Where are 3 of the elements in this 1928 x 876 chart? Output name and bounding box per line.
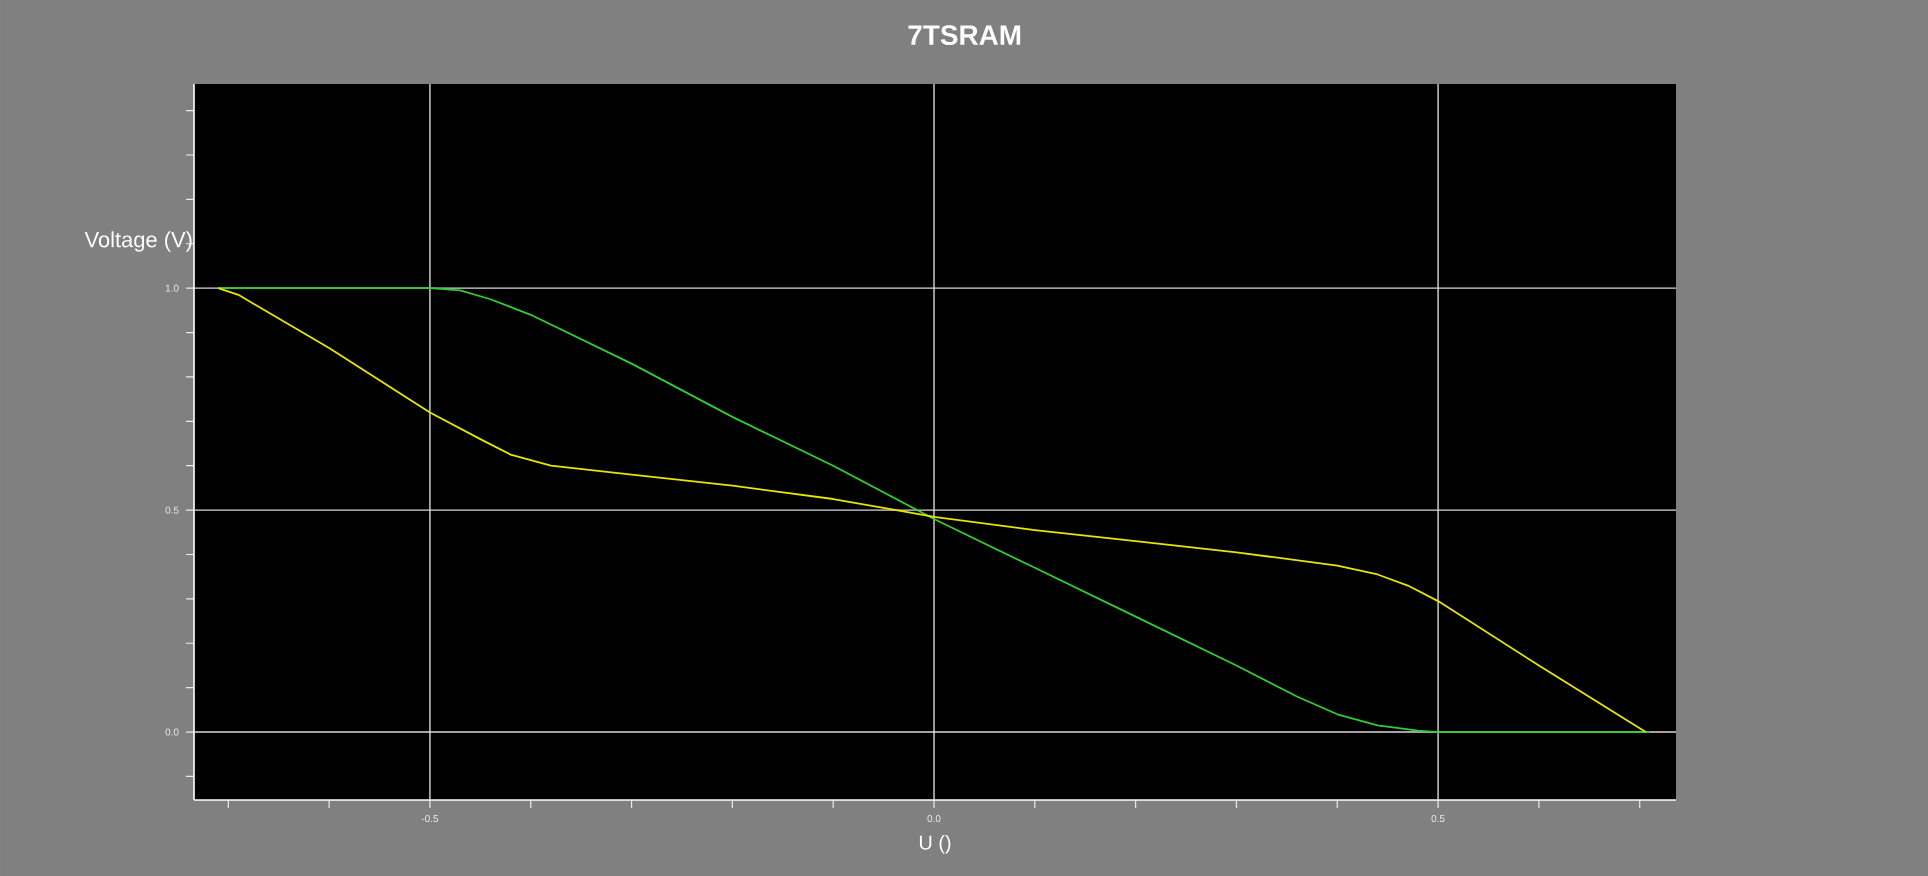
x-axis-title: U () [919,835,951,854]
chart-title: 7TSRAM [908,25,1021,45]
y-axis-title: Voltage (V) [84,231,192,252]
